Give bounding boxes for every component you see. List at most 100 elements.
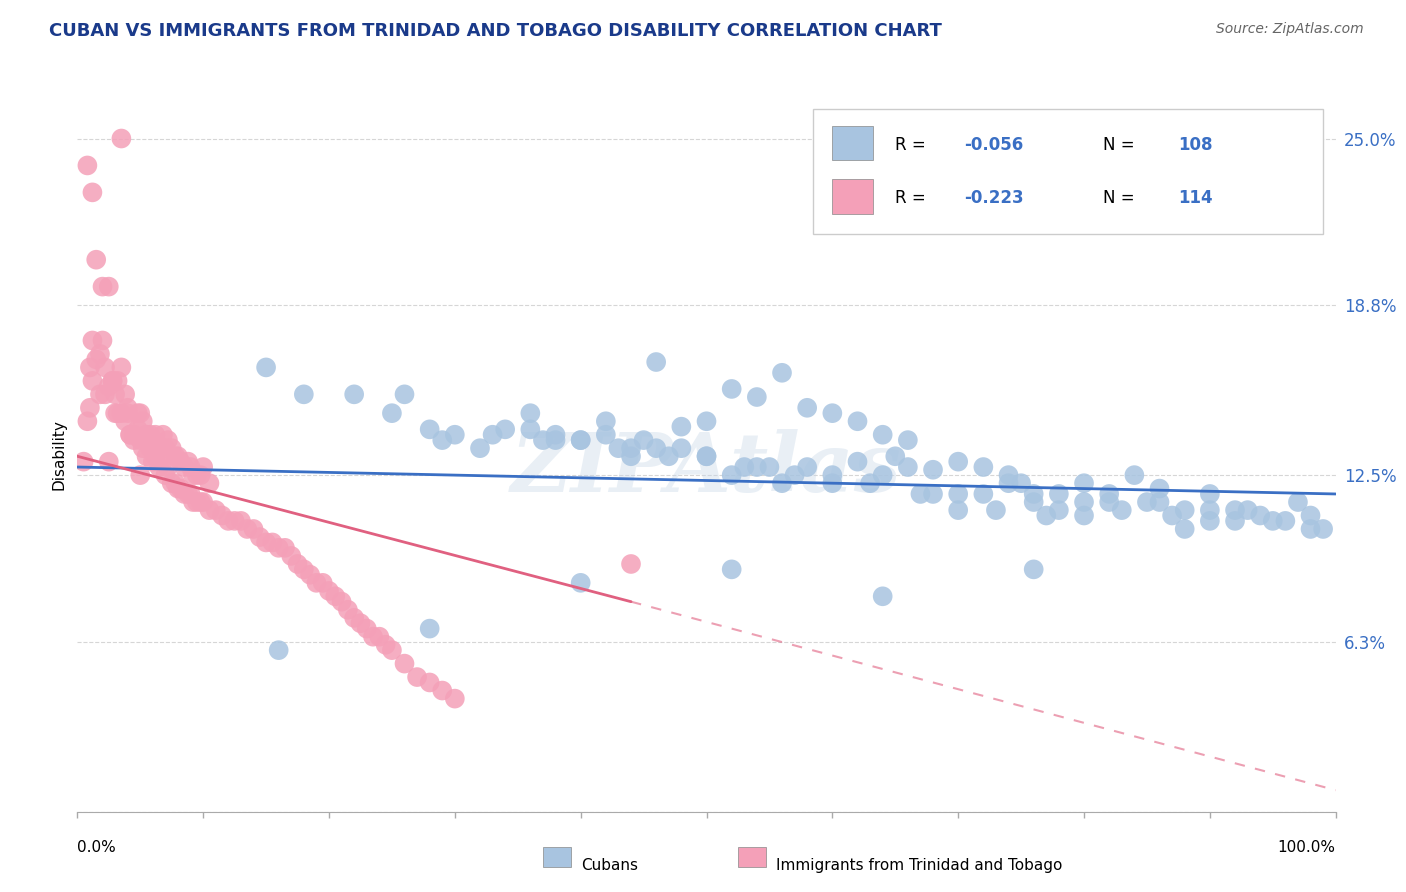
- Text: R =: R =: [896, 136, 931, 153]
- Point: [139, 441, 162, 455]
- Point: [897, 460, 920, 475]
- Point: [135, 427, 157, 442]
- Point: [135, 450, 157, 464]
- Point: [770, 366, 793, 380]
- Point: [432, 433, 454, 447]
- Point: [117, 401, 139, 415]
- Point: [444, 691, 467, 706]
- Point: [671, 441, 693, 455]
- Point: [419, 675, 441, 690]
- Point: [745, 460, 768, 475]
- Y-axis label: Disability: Disability: [51, 419, 66, 491]
- Point: [897, 433, 920, 447]
- Point: [620, 450, 643, 464]
- Point: [1261, 514, 1284, 528]
- Text: ZIPAtlas: ZIPAtlas: [510, 429, 903, 509]
- Text: 0.0%: 0.0%: [77, 840, 117, 855]
- Point: [368, 630, 391, 644]
- Text: Cubans: Cubans: [581, 858, 638, 873]
- Point: [173, 460, 195, 475]
- Point: [922, 487, 945, 501]
- Point: [356, 622, 378, 636]
- Point: [343, 387, 366, 401]
- Point: [142, 455, 165, 469]
- Point: [312, 575, 335, 590]
- Point: [846, 414, 869, 428]
- Point: [349, 616, 371, 631]
- Point: [156, 460, 179, 475]
- Point: [76, 414, 98, 428]
- Point: [645, 355, 668, 369]
- Point: [160, 476, 183, 491]
- Point: [139, 427, 162, 442]
- Text: N =: N =: [1102, 136, 1140, 153]
- Point: [91, 334, 114, 348]
- Point: [821, 476, 844, 491]
- Point: [186, 468, 208, 483]
- Point: [519, 422, 541, 436]
- Point: [972, 487, 994, 501]
- Point: [997, 476, 1019, 491]
- Point: [167, 450, 190, 464]
- Bar: [738, 847, 766, 867]
- Point: [117, 406, 139, 420]
- Point: [190, 468, 212, 483]
- Point: [107, 374, 129, 388]
- Point: [142, 433, 165, 447]
- Point: [1047, 503, 1070, 517]
- Point: [569, 433, 592, 447]
- Point: [91, 279, 114, 293]
- Point: [846, 455, 869, 469]
- Bar: [543, 847, 571, 867]
- Point: [336, 603, 359, 617]
- Point: [152, 427, 174, 442]
- Point: [114, 414, 136, 428]
- Point: [177, 455, 200, 469]
- Point: [343, 611, 366, 625]
- Point: [165, 450, 187, 464]
- Point: [254, 535, 277, 549]
- Point: [82, 374, 104, 388]
- Point: [89, 347, 111, 361]
- Point: [330, 595, 353, 609]
- Point: [1161, 508, 1184, 523]
- Point: [132, 441, 155, 455]
- Point: [633, 433, 655, 447]
- Point: [181, 495, 204, 509]
- Point: [1111, 503, 1133, 517]
- Point: [1022, 487, 1045, 501]
- Point: [129, 406, 152, 420]
- Point: [267, 541, 290, 555]
- Point: [204, 503, 226, 517]
- Point: [910, 487, 932, 501]
- Point: [191, 495, 215, 509]
- Point: [79, 401, 101, 415]
- Point: [127, 406, 149, 420]
- Point: [1198, 487, 1220, 501]
- Point: [1198, 503, 1220, 517]
- Point: [519, 406, 541, 420]
- Text: 108: 108: [1178, 136, 1213, 153]
- Point: [292, 387, 315, 401]
- Point: [1073, 476, 1095, 491]
- Point: [1274, 514, 1296, 528]
- Point: [180, 460, 202, 475]
- Point: [1223, 514, 1246, 528]
- Point: [280, 549, 302, 563]
- Point: [1299, 522, 1322, 536]
- Point: [132, 414, 155, 428]
- Point: [104, 406, 127, 420]
- Text: -0.223: -0.223: [965, 189, 1024, 207]
- Point: [97, 279, 120, 293]
- Point: [89, 387, 111, 401]
- Point: [531, 433, 554, 447]
- FancyBboxPatch shape: [814, 109, 1323, 234]
- Point: [432, 683, 454, 698]
- Point: [569, 433, 592, 447]
- Point: [696, 450, 718, 464]
- Point: [595, 414, 617, 428]
- Point: [97, 455, 120, 469]
- Point: [120, 427, 142, 442]
- Point: [381, 643, 404, 657]
- Point: [160, 441, 183, 455]
